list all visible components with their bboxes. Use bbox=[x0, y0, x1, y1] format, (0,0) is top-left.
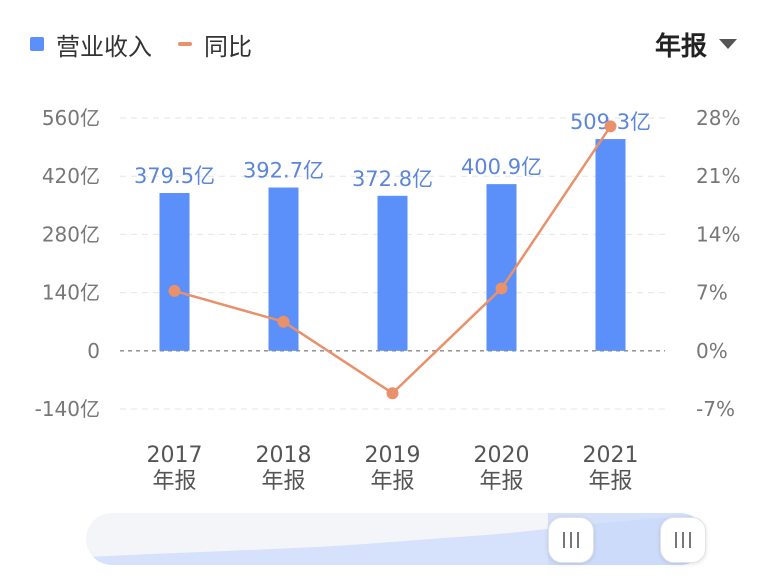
y-right-tick-label: 0% bbox=[696, 339, 728, 363]
legend-label-revenue: 营业收入 bbox=[56, 32, 152, 61]
bar-revenue bbox=[159, 193, 190, 351]
x-category-label: 2020 年报 bbox=[474, 443, 530, 494]
range-slider-track[interactable] bbox=[86, 513, 706, 565]
point-yoy bbox=[277, 315, 290, 328]
y-left-tick-label: 280亿 bbox=[42, 222, 100, 246]
period-dropdown-label: 年报 bbox=[654, 31, 707, 62]
bar-revenue bbox=[595, 139, 626, 351]
chart-legend: 营业收入 同比 bbox=[30, 26, 278, 62]
y-right-tick-label: 28% bbox=[696, 106, 740, 130]
bar-data-label: 400.9亿 bbox=[461, 155, 542, 179]
legend-item-yoy[interactable]: 同比 bbox=[178, 27, 252, 62]
legend-label-yoy: 同比 bbox=[204, 32, 252, 61]
y-left-tick-label: 0 bbox=[87, 339, 100, 363]
legend-item-revenue[interactable]: 营业收入 bbox=[30, 27, 152, 62]
slider-overview-area bbox=[86, 513, 706, 565]
drag-handle-icon bbox=[563, 532, 579, 548]
bar-revenue bbox=[486, 184, 517, 351]
y-right-tick-label: 14% bbox=[696, 222, 740, 246]
y-left-tick-label: 140亿 bbox=[42, 281, 100, 305]
period-dropdown[interactable]: 年报 bbox=[655, 26, 737, 62]
bar-data-label: 372.8亿 bbox=[352, 167, 433, 191]
revenue-yoy-chart: 560亿 28% 420亿 21% 280亿 14% 140亿 7% 0 0% -140亿 -7% 37… bbox=[35, 106, 741, 494]
legend-line-icon bbox=[178, 42, 192, 46]
point-yoy bbox=[168, 284, 181, 297]
caret-down-icon bbox=[719, 39, 737, 49]
point-yoy bbox=[495, 282, 508, 295]
bar-data-label: 392.7亿 bbox=[243, 159, 324, 183]
drag-handle-icon bbox=[675, 532, 691, 548]
slider-right-handle[interactable] bbox=[660, 517, 706, 563]
y-right-tick-label: 21% bbox=[696, 164, 740, 188]
point-yoy bbox=[386, 387, 399, 400]
x-category-label: 2017 年报 bbox=[147, 443, 203, 494]
slider-left-handle[interactable] bbox=[548, 517, 594, 563]
legend-square-icon bbox=[30, 37, 44, 51]
bar-data-label: 379.5亿 bbox=[134, 164, 215, 188]
point-yoy bbox=[604, 120, 617, 133]
y-left-tick-label: 420亿 bbox=[42, 164, 100, 188]
y-right-tick-label: -7% bbox=[696, 397, 735, 421]
y-right-tick-label: 7% bbox=[696, 281, 728, 305]
y-left-tick-label: -140亿 bbox=[35, 397, 100, 421]
x-category-label: 2021 年报 bbox=[583, 443, 639, 494]
x-category-label: 2019 年报 bbox=[365, 443, 421, 494]
x-category-label: 2018 年报 bbox=[256, 443, 312, 494]
bar-revenue bbox=[377, 195, 408, 351]
y-left-tick-label: 560亿 bbox=[42, 106, 100, 130]
